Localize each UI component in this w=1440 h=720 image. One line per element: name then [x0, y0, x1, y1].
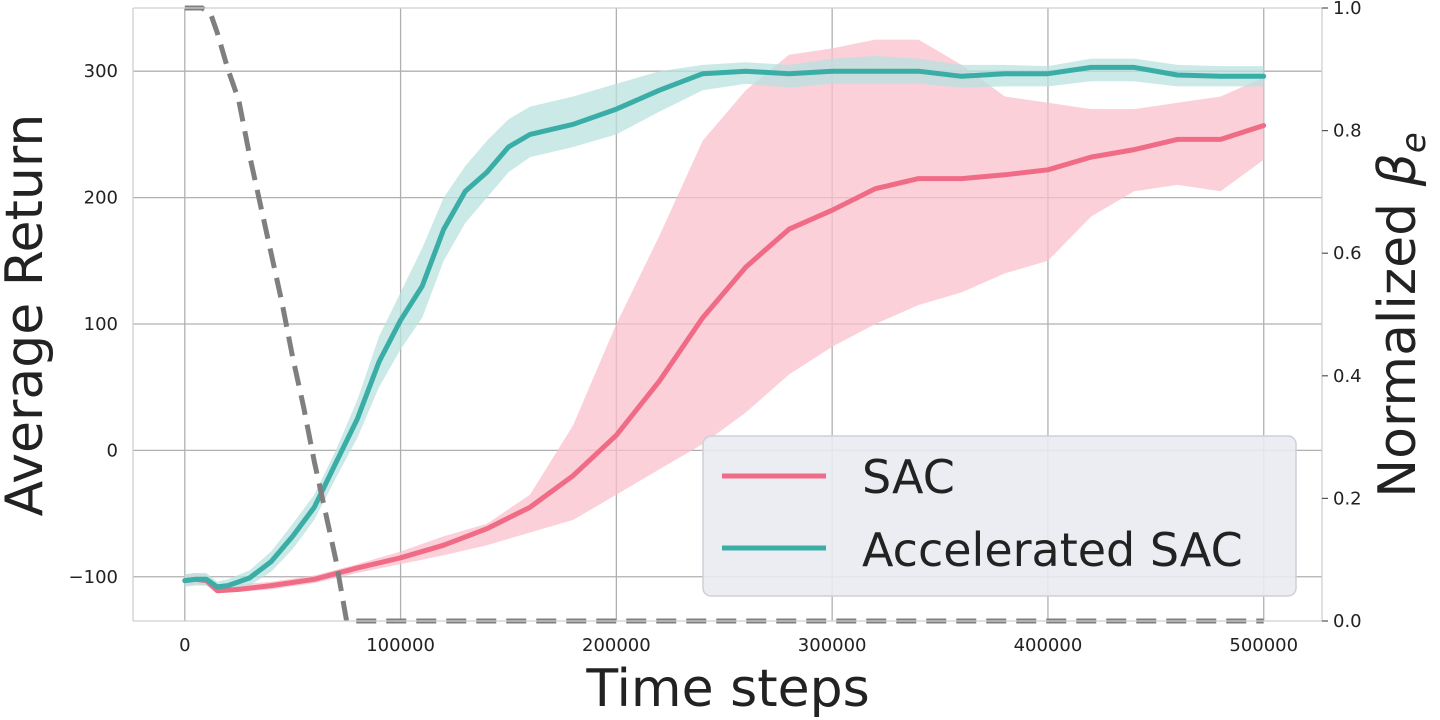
legend: SAC Accelerated SAC: [702, 435, 1297, 597]
line-beta-e: [184, 5, 1264, 624]
y-tick-label: 300: [84, 61, 118, 82]
y-tick-label: 0: [107, 440, 118, 461]
x-tick-label: 300000: [798, 635, 867, 656]
right-y-axis-title-main: Normalized: [1368, 186, 1428, 497]
y-axis-title: Average Return: [0, 114, 55, 517]
right-y-tick-label: 0.8: [1333, 121, 1362, 142]
band-accelerated-sac: [184, 56, 1264, 592]
right-y-tick-label: 0.2: [1333, 488, 1362, 509]
line-sac: [182, 123, 1267, 594]
x-tick-label: 200000: [582, 635, 651, 656]
line-accelerated-sac: [182, 64, 1267, 590]
tick-labels: 0 100000 200000 300000 400000 500000 −100 0 100 2…: [69, 0, 1362, 656]
series-lines: [182, 5, 1267, 624]
x-tick-label: 0: [179, 635, 190, 656]
y-tick-label: −100: [69, 567, 118, 588]
y-tick-label: 100: [84, 314, 118, 335]
right-y-tick-label: 0.0: [1333, 611, 1362, 632]
right-y-axis-title-symbol: β: [1368, 153, 1428, 187]
right-y-tick-label: 1.0: [1333, 0, 1362, 19]
x-tick-label: 400000: [1014, 635, 1083, 656]
y-tick-label: 200: [84, 188, 118, 209]
x-axis-title: Time steps: [585, 659, 869, 719]
right-y-tick-label: 0.4: [1333, 366, 1362, 387]
right-y-tick-label: 0.6: [1333, 243, 1362, 264]
legend-box: [702, 435, 1297, 597]
legend-label-sac: SAC: [862, 450, 955, 504]
axes: [132, 7, 1323, 622]
right-y-axis-title: Normalized βe: [1368, 132, 1434, 498]
legend-label-accelerated-sac: Accelerated SAC: [862, 523, 1243, 577]
right-y-axis-title-subscript: e: [1394, 132, 1434, 153]
x-tick-label: 500000: [1229, 635, 1298, 656]
x-tick-label: 100000: [366, 635, 435, 656]
